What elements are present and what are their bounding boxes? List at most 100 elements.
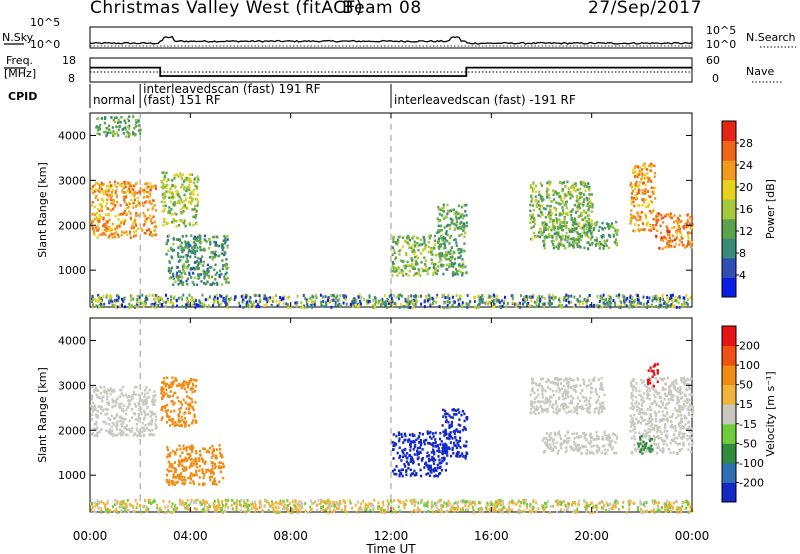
freq-panel-frame: [89, 57, 693, 83]
echo-cell: [132, 131, 135, 134]
echo-cell: [633, 229, 637, 233]
echo-cell: [431, 253, 434, 256]
nave-tick-top: 60: [706, 54, 720, 67]
echo-cell: [127, 403, 130, 406]
ground-cell: [508, 502, 511, 506]
echo-cell: [465, 271, 468, 274]
echo-cell: [675, 231, 679, 234]
ground-cell: [132, 297, 135, 301]
ground-cell: [564, 503, 567, 507]
ground-cell: [686, 298, 689, 302]
ground-cell: [434, 504, 437, 508]
echo-cell: [102, 409, 105, 412]
echo-cell: [612, 235, 615, 238]
ground-cell: [560, 503, 563, 507]
ground-cell: [470, 502, 473, 506]
ground-cell: [351, 304, 354, 308]
echo-cell: [119, 431, 122, 435]
echo-cell: [646, 221, 649, 225]
ground-cell: [508, 506, 510, 509]
echo-cell: [579, 238, 582, 242]
ground-cell: [338, 302, 341, 306]
echo-cell: [223, 253, 226, 257]
echo-cell: [566, 213, 569, 217]
echo-cell: [166, 211, 170, 214]
echo-cell: [163, 193, 166, 196]
echo-cell: [186, 283, 189, 286]
ground-cell: [361, 508, 364, 512]
ground-cell: [640, 502, 643, 506]
ground-cell: [647, 305, 650, 309]
echo-cell: [163, 405, 166, 409]
echo-cell: [102, 183, 105, 186]
echo-cell: [562, 181, 566, 184]
echo-cell: [197, 261, 200, 264]
ground-cell: [287, 509, 290, 513]
echo-cell: [641, 192, 644, 195]
ground-cell: [164, 304, 167, 308]
echo-cell: [224, 236, 227, 239]
echo-cell: [110, 202, 113, 205]
ground-cell: [570, 294, 573, 298]
ground-cell: [618, 507, 620, 511]
ground-cell: [149, 502, 152, 506]
echo-cell: [145, 200, 148, 203]
echo-cell: [172, 480, 175, 484]
echo-cell: [452, 265, 455, 268]
echo-cell: [106, 398, 109, 401]
echo-cell: [192, 249, 195, 252]
ground-cell: [115, 502, 118, 506]
ground-cell: [583, 297, 586, 301]
echo-cell: [548, 196, 551, 200]
echo-cell: [201, 457, 204, 461]
echo-cell: [446, 210, 449, 213]
ground-cell: [535, 301, 538, 305]
echo-cell: [180, 415, 183, 419]
echo-cell: [131, 426, 134, 430]
ground-cell: [403, 506, 406, 510]
echo-cell: [418, 435, 421, 438]
echo-cell: [161, 209, 164, 213]
echo-cell: [392, 457, 395, 460]
echo-cell: [465, 203, 468, 207]
ground-cell: [321, 304, 324, 308]
echo-cell: [224, 273, 227, 276]
echo-cell: [437, 265, 440, 268]
echo-cell: [565, 231, 568, 235]
echo-cell: [416, 446, 419, 450]
echo-cell: [426, 269, 429, 272]
ground-cell: [432, 299, 435, 303]
echo-cell: [123, 231, 126, 235]
echo-cell: [415, 255, 418, 258]
echo-cell: [433, 263, 436, 266]
echo-cell: [602, 247, 605, 250]
echo-cell: [153, 400, 156, 404]
echo-cell: [162, 223, 165, 227]
echo-cell: [184, 456, 187, 460]
echo-cell: [110, 425, 113, 429]
ground-cell: [494, 303, 497, 306]
echo-cell: [92, 428, 95, 431]
ground-cell: [448, 502, 451, 506]
ground-cell: [278, 299, 281, 303]
ground-cell: [479, 507, 482, 511]
ground-cell: [664, 507, 667, 511]
echo-cell: [166, 468, 169, 471]
ground-cell: [225, 302, 228, 306]
echo-cell: [457, 263, 461, 266]
echo-cell: [180, 472, 183, 475]
echo-cell: [641, 168, 644, 171]
ground-cell: [197, 303, 200, 307]
echo-cell: [140, 407, 143, 410]
echo-cell: [588, 221, 591, 225]
echo-cell: [574, 184, 578, 188]
ground-cell: [115, 509, 118, 512]
echo-cell: [133, 184, 136, 188]
echo-cell: [534, 236, 537, 239]
echo-cell: [95, 415, 98, 419]
echo-cell: [440, 258, 443, 262]
ground-cell: [106, 501, 109, 505]
echo-cell: [630, 209, 633, 212]
ground-cell: [460, 500, 462, 504]
echo-cell: [166, 403, 169, 407]
